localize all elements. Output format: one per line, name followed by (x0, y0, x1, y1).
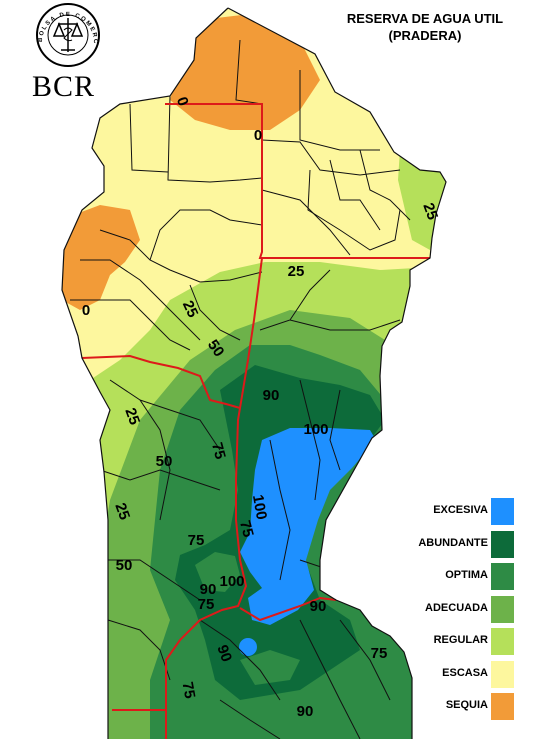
title-line-1: RESERVA DE AGUA UTIL (346, 11, 504, 26)
title-line-2: (PRADERA) (388, 28, 462, 43)
legend-swatch (491, 693, 514, 720)
logo-seal-icon: BOLSA DE COMERCIO DE ROSARIO (26, 0, 100, 67)
contour-label: 75 (236, 519, 257, 540)
contour-label: 75 (371, 645, 388, 662)
legend-label: OPTIMA (445, 569, 488, 581)
contour-label: 75 (198, 596, 215, 613)
legend-label: ESCASA (442, 666, 488, 679)
contour-label: 90 (310, 598, 327, 615)
contour-label: 75 (208, 441, 229, 462)
legend-item: SEQUIA (400, 691, 540, 721)
legend-label: ABUNDANTE (418, 536, 488, 549)
contour-label: 0 (82, 302, 90, 319)
legend-swatch (491, 628, 514, 655)
contour-label: 25 (288, 263, 305, 280)
map-region (61, 7, 447, 739)
legend-item: ESCASA (400, 659, 540, 689)
contour-label: 90 (200, 581, 217, 598)
contour-label: 0 (254, 127, 262, 144)
contour-label: 25 (121, 406, 143, 427)
legend-item: ABUNDANTE (400, 529, 540, 559)
contour-label: 75 (188, 532, 205, 549)
contour-label: 50 (156, 453, 173, 470)
contour-label: 50 (204, 337, 227, 360)
contour-label: 50 (116, 557, 133, 574)
moisture-zones (62, 14, 446, 739)
legend-item: EXCESIVA (400, 496, 540, 526)
contour-label: 90 (213, 643, 235, 664)
legend-label: REGULAR (433, 634, 488, 646)
bcr-logo: BOLSA DE COMERCIO DE ROSARIO BCR (26, 0, 108, 103)
contour-label: 25 (111, 501, 133, 522)
zone-optima-inner-south (240, 650, 300, 685)
region-outline (61, 7, 447, 739)
legend-swatch (491, 660, 514, 688)
legend-swatch (491, 595, 514, 623)
map-title: RESERVA DE AGUA UTIL (PRADERA) (318, 10, 532, 44)
contour-label: 90 (297, 703, 314, 720)
logo-abbreviation: BCR (32, 70, 96, 103)
legend-item: REGULAR (400, 626, 540, 656)
legend-swatch (491, 563, 514, 590)
zone-excesiva-spot (239, 638, 257, 656)
legend-item: ADECUADA (400, 594, 540, 624)
contour-label: 75 (179, 681, 199, 700)
contour-labels: 0002525252525505050757575757575909090909… (82, 95, 441, 720)
legend-label: SEQUIA (445, 699, 488, 711)
legend-swatch (491, 530, 514, 558)
legend-label: EXCESIVA (433, 504, 488, 516)
contour-label: 100 (219, 573, 244, 590)
legend-swatch (491, 498, 514, 525)
province-borders (81, 103, 430, 739)
legend-label: ADECUADA (425, 601, 488, 614)
department-boundaries (70, 39, 411, 739)
contour-label: 90 (263, 387, 280, 404)
zone-optima-inner (195, 552, 240, 592)
contour-label: 100 (249, 493, 270, 521)
zone-sequia-west (62, 205, 140, 310)
contour-label: 25 (419, 201, 441, 222)
zone-sequia-north (170, 14, 320, 130)
legend-item: OPTIMA (400, 561, 540, 591)
zone-excesiva (240, 428, 376, 625)
contour-label: 25 (179, 298, 201, 320)
contour-label: 100 (303, 421, 328, 438)
